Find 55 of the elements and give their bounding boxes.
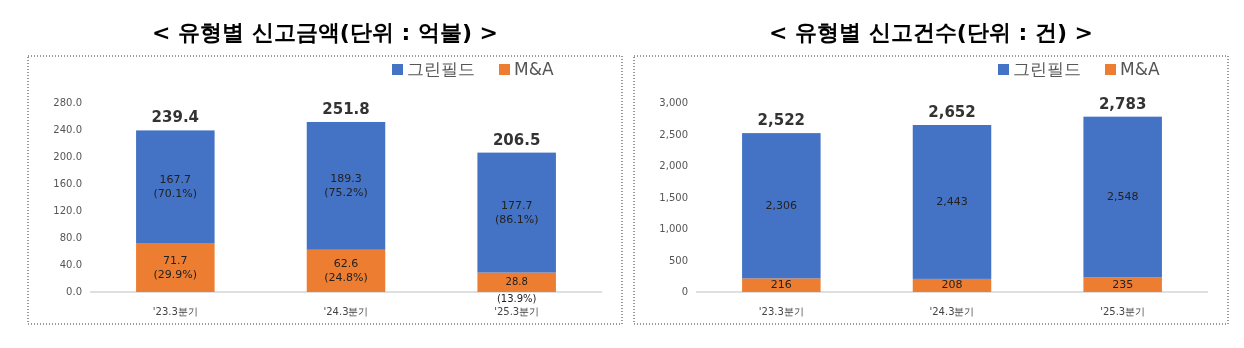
y-tick-label: 1,500 [659, 191, 688, 203]
y-tick-label: 80.0 [59, 232, 82, 243]
data-label: 62.6 (24.8%) [324, 256, 368, 284]
x-tick-label: '25.3분기 [1100, 306, 1146, 317]
y-tick-label: 280.0 [53, 97, 82, 108]
data-label: 28.8 (13.9%) [496, 276, 537, 304]
data-label: 189.3 (75.2%) [324, 171, 368, 199]
y-tick-label: 2,000 [659, 160, 688, 171]
y-tick-label: 500 [668, 254, 688, 266]
data-label: 71.7 (29.9%) [153, 253, 198, 281]
y-tick-label: 200.0 [53, 151, 82, 162]
bar [136, 130, 215, 244]
bar [1083, 116, 1162, 278]
legend-label: M&A [1120, 59, 1160, 79]
bar [742, 133, 821, 279]
legend-label: 그린필드 [407, 59, 475, 79]
bar [477, 272, 556, 292]
x-tick-label: '24.3분기 [929, 306, 975, 317]
chart-title: < 유형별 신고건수(단위 : 건) > [768, 20, 1094, 45]
data-label: 208 [941, 278, 963, 292]
y-tick-label: 3,000 [659, 97, 688, 108]
y-tick-label: 2,500 [659, 128, 688, 140]
total-label: 2,522 [757, 111, 806, 130]
total-label: 206.5 [492, 130, 541, 149]
x-tick-label: '23.3분기 [758, 306, 804, 317]
total-label: 2,783 [1098, 94, 1147, 113]
legend-label: 그린필드 [1013, 59, 1081, 79]
total-label: 239.4 [151, 108, 200, 127]
legend-label: M&A [514, 59, 554, 79]
y-tick-label: 0 [681, 286, 688, 297]
y-tick-label: 160.0 [53, 178, 82, 189]
x-tick-label: '25.3분기 [494, 306, 540, 317]
y-tick-label: 40.0 [59, 259, 82, 270]
x-tick-label: '24.3분기 [323, 306, 369, 317]
y-tick-label: 240.0 [53, 124, 82, 135]
y-tick-label: 120.0 [53, 205, 82, 216]
bar [477, 152, 556, 273]
bar [742, 278, 821, 292]
total-label: 2,652 [928, 102, 976, 121]
data-label: 2,306 [765, 198, 798, 212]
x-tick-label: '23.3분기 [152, 306, 198, 317]
data-label: 167.7 (70.1%) [153, 173, 198, 200]
bar [1083, 277, 1162, 292]
bar [306, 121, 386, 250]
bar [912, 124, 992, 279]
total-label: 251.8 [322, 99, 370, 118]
y-tick-label: 0.0 [66, 286, 82, 297]
data-label: 216 [770, 278, 792, 292]
data-label: 2,548 [1106, 189, 1139, 203]
bar [136, 243, 215, 292]
y-tick-label: 1,000 [659, 223, 688, 234]
data-label: 2,443 [936, 194, 968, 208]
data-label: 177.7 (86.1%) [494, 198, 539, 226]
data-label: 235 [1112, 277, 1134, 291]
chart-title: < 유형별 신고금액(단위 : 억불) > [151, 20, 499, 45]
